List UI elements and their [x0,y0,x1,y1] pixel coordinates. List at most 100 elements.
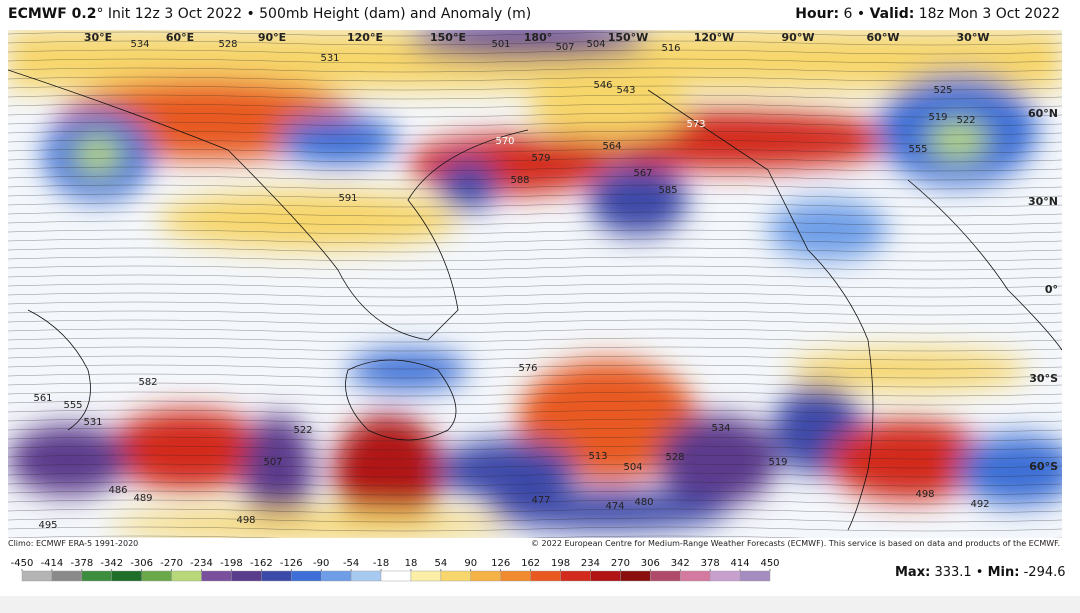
colorbar-swatch [380,570,412,582]
contour-label: 546 [593,80,612,91]
colorbar-label: -162 [250,558,273,569]
colorbar-swatch [410,570,442,582]
colorbar-label: -342 [100,558,123,569]
hour-label: Hour: [795,6,840,22]
max-label: Max: [895,565,931,580]
climo: Climo: ECMWF ERA-5 1991-2020 [8,539,139,548]
contour-label: 555 [908,144,927,155]
contour-label: 477 [531,495,550,506]
colorbar-swatch [231,570,262,582]
contour-label: 564 [602,141,621,152]
contour-label: 579 [531,153,550,164]
description: Init 12z 3 Oct 2022 • 500mb Height (dam)… [107,6,532,22]
longitude-label: 150°W [608,31,649,44]
colorbar-label: -306 [130,558,153,569]
colorbar-swatch [141,570,172,582]
colorbar-label: -18 [373,558,389,569]
contour-label: 576 [518,363,537,374]
latitude-label: 60°S [1029,460,1058,473]
colorbar-label: 162 [521,558,540,569]
longitude-label: 120°W [694,31,735,44]
contour-label: 534 [711,423,730,434]
contour-label: 516 [661,43,680,54]
bottom-bar [0,596,1080,613]
colorbar-swatch [530,570,561,582]
colorbar-swatch [291,570,322,582]
contour-label: 519 [928,112,947,123]
contour-label: 480 [634,497,653,508]
colorbar-label: 378 [701,558,720,569]
contour-label: 507 [555,42,574,53]
model: ECMWF 0.2 [8,6,97,22]
contour-label: 486 [108,485,127,496]
longitude-label: 150°E [430,31,466,44]
contour-label: 591 [338,193,357,204]
height-contours [8,30,1062,538]
min-label: Min: [987,565,1020,580]
contour-label: 534 [130,39,149,50]
colorbar-label: -378 [70,558,93,569]
colorbar-swatch [440,570,472,582]
colorbar-label: -234 [190,558,213,569]
colorbar-swatch [620,570,651,582]
colorbar-label: -414 [41,558,64,569]
colorbar-label: -198 [220,558,243,569]
contour-label: 582 [138,377,157,388]
contour-label: 492 [970,499,989,510]
longitude-label: 120°E [347,31,383,44]
contour-label: 501 [491,39,510,50]
colorbar-swatch [51,570,83,582]
max: 333.1 [934,565,972,580]
coastlines [8,69,1062,531]
contour-label: 528 [665,452,684,463]
colorbar-swatch [560,570,591,582]
colorbar-label: -270 [160,558,183,569]
colorbar-label: -54 [343,558,359,569]
latitude-label: 30°N [1028,195,1058,208]
header-left: ECMWF 0.2° Init 12z 3 Oct 2022 • 500mb H… [8,6,531,22]
header-right: Hour: 6 • Valid: 18z Mon 3 Oct 2022 [795,6,1060,22]
contour-label: 507 [263,457,282,468]
colorbar-swatch [739,570,771,582]
longitude-label: 90°E [258,31,286,44]
latitude-label: 0° [1045,283,1058,296]
hour: 6 • [843,6,866,22]
copyright: © 2022 European Centre for Medium-Range … [531,539,1060,548]
contour-label: 555 [63,400,82,411]
colorbar-label: 18 [405,558,418,569]
contour-label: 489 [133,493,152,504]
contour-label: 567 [633,168,652,179]
contour-label: 570 [495,136,514,147]
contour-label: 525 [933,85,952,96]
colorbar-swatch [111,570,142,582]
colorbar-swatch [350,570,382,582]
latitude-label: 30°S [1029,372,1058,385]
colorbar-label: 90 [464,558,477,569]
contour-label: 498 [236,515,255,526]
colorbar-swatch [321,570,352,582]
colorbar-label: 54 [435,558,448,569]
min: -294.6 [1023,565,1066,580]
longitude-label: 30°E [84,31,112,44]
colorbar-swatch [171,570,202,582]
contour-label: 498 [915,489,934,500]
valid-label: Valid: [869,6,915,22]
colorbar-swatch [21,570,53,582]
contour-label: 504 [623,462,642,473]
contour-label: 528 [218,39,237,50]
longitude-label: 180° [524,31,552,44]
colorbar-label: 306 [641,558,660,569]
longitude-label: 60°E [166,31,194,44]
colorbar-label: 414 [731,558,750,569]
contour-label: 588 [510,175,529,186]
contour-label: 504 [586,39,605,50]
colorbar-label: 450 [760,558,779,569]
contour-label: 531 [83,417,102,428]
contour-label: 573 [686,119,705,130]
colorbar-swatch [470,570,501,582]
colorbar-swatch [201,570,232,582]
colorbar-swatch [709,570,741,582]
colorbar-label: 342 [671,558,690,569]
longitude-label: 30°W [957,31,990,44]
map: 30°E 60°E 90°E 120°E 150°E 180° 150°W 120°W 90°W… [8,30,1062,538]
